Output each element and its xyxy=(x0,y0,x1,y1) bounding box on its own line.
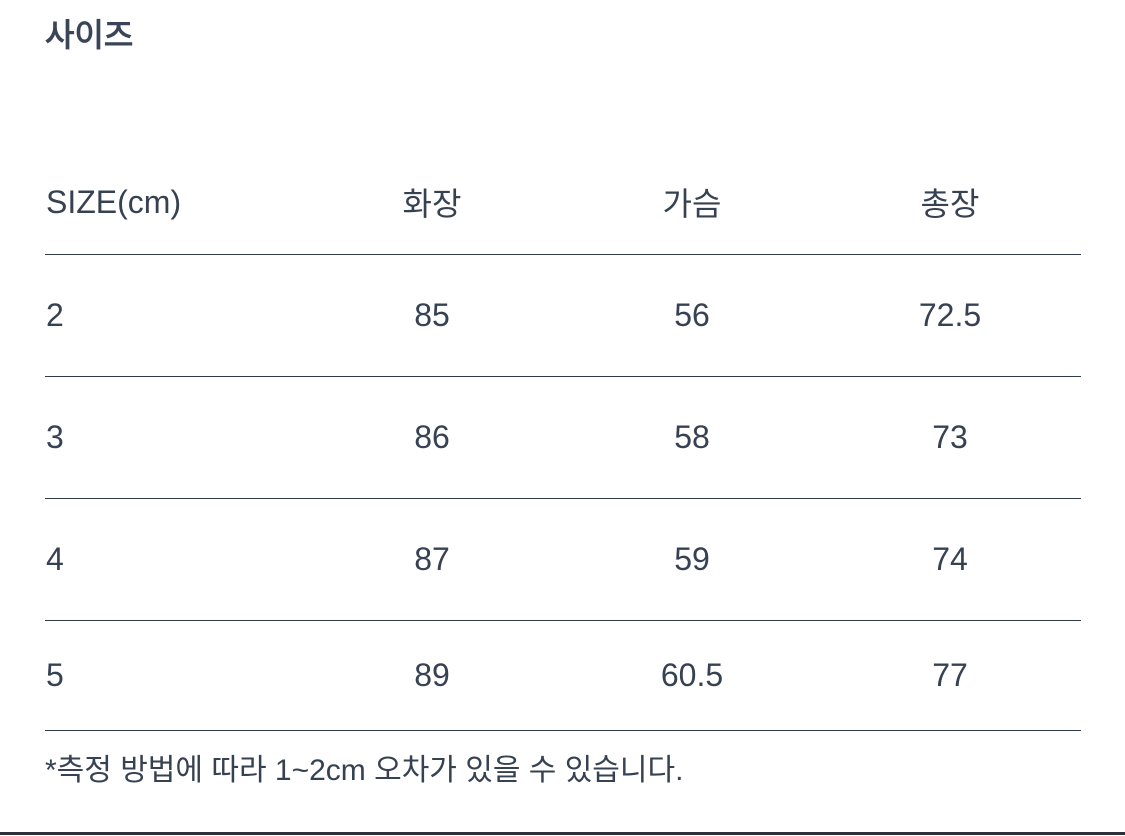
divider xyxy=(0,832,1125,835)
cell-size: 3 xyxy=(46,419,64,455)
cell-length: 74 xyxy=(932,541,968,577)
header-chest: 가슴 xyxy=(662,186,722,222)
table-row: 3 86 58 73 xyxy=(45,377,1081,499)
cell-size: 5 xyxy=(46,657,64,693)
cell-chest: 56 xyxy=(674,297,710,333)
cell-chest: 59 xyxy=(674,541,710,577)
section-title: 사이즈 xyxy=(45,17,134,53)
cell-length: 72.5 xyxy=(918,297,982,333)
cell-chest: 58 xyxy=(674,419,710,455)
cell-chest: 60.5 xyxy=(660,657,724,693)
cell-size: 2 xyxy=(46,297,64,333)
table-row: 5 89 60.5 77 xyxy=(45,621,1081,731)
measurement-note: *측정 방법에 따라 1~2cm 오차가 있을 수 있습니다. xyxy=(45,754,684,787)
table-row: 2 85 56 72.5 xyxy=(45,255,1081,377)
cell-length: 73 xyxy=(932,419,968,455)
header-sleeve: 화장 xyxy=(402,186,462,222)
header-length: 총장 xyxy=(920,186,980,222)
cell-sleeve: 86 xyxy=(414,419,450,455)
size-table: SIZE(cm) 화장 가슴 총장 2 85 56 72.5 3 86 58 7… xyxy=(45,150,1081,731)
cell-sleeve: 87 xyxy=(414,541,450,577)
cell-sleeve: 89 xyxy=(414,657,450,693)
table-row: 4 87 59 74 xyxy=(45,499,1081,621)
header-size: SIZE(cm) xyxy=(46,183,182,220)
cell-length: 77 xyxy=(932,657,968,693)
cell-size: 4 xyxy=(46,541,64,577)
cell-sleeve: 85 xyxy=(414,297,450,333)
table-header: SIZE(cm) 화장 가슴 총장 xyxy=(45,150,1081,255)
